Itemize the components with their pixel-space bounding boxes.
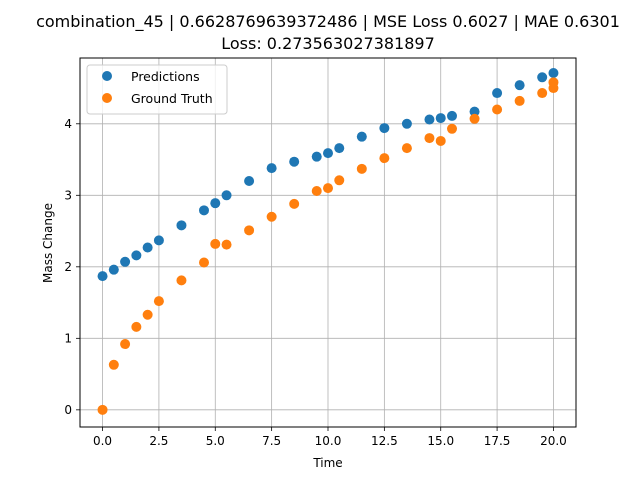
ground-truth-point [401, 143, 412, 154]
predictions-point [334, 143, 345, 154]
ground-truth-point [221, 239, 232, 250]
ground-truth-point [142, 309, 153, 320]
ground-truth-point [334, 175, 345, 186]
axes-frame [79, 57, 577, 428]
ground-truth-point [97, 404, 108, 415]
predictions-point [514, 80, 525, 91]
legend: Predictions Ground Truth [86, 64, 228, 115]
predictions-point [379, 123, 390, 134]
predictions-point [311, 151, 322, 162]
data-points [97, 68, 559, 415]
x-tick-label: 10.0 [315, 434, 342, 448]
predictions-point [108, 264, 119, 275]
ground-truth-point [514, 95, 525, 106]
x-tick-label: 0.0 [93, 434, 112, 448]
predictions-point [131, 250, 142, 261]
y-ticks: 0 1 2 3 4 [64, 117, 80, 417]
legend-marker-predictions [102, 71, 112, 81]
y-tick-label: 2 [64, 260, 72, 274]
predictions-point [142, 242, 153, 253]
predictions-point [548, 68, 559, 79]
predictions-point [401, 118, 412, 129]
ground-truth-point [379, 153, 390, 164]
ground-truth-point [210, 238, 221, 249]
predictions-point [120, 256, 131, 267]
ground-truth-point [131, 321, 142, 332]
ground-truth-point [435, 135, 446, 146]
x-axis-label: Time [312, 456, 342, 470]
ground-truth-point [108, 359, 119, 370]
x-tick-label: 17.5 [484, 434, 511, 448]
chart-title-line-2: Loss: 0.273563027381897 [221, 34, 435, 53]
chart-title-line-1: combination_45 | 0.6628769639372486 | MS… [36, 12, 620, 32]
y-tick-label: 3 [64, 188, 72, 202]
ground-truth-point [266, 211, 277, 222]
ground-truth-point [492, 104, 503, 115]
predictions-point [176, 220, 187, 231]
predictions-point [492, 88, 503, 99]
y-axis-label: Mass Change [41, 203, 55, 283]
ground-truth-point [199, 257, 209, 268]
ground-truth-point [469, 113, 480, 124]
predictions-point [469, 106, 480, 117]
ground-truth-point [120, 339, 131, 350]
x-ticks: 0.0 2.5 5.0 7.5 10.0 12.5 15.0 17.5 20.0 [93, 427, 567, 448]
predictions-point [435, 113, 446, 124]
x-tick-label: 7.5 [262, 434, 281, 448]
ground-truth-point [447, 123, 457, 134]
predictions-point [244, 176, 255, 186]
y-tick-label: 1 [64, 331, 72, 345]
y-tick-label: 4 [64, 117, 72, 131]
predictions-point [356, 131, 367, 142]
ground-truth-point [176, 275, 187, 286]
ground-truth-point [244, 225, 255, 236]
x-tick-label: 15.0 [427, 434, 454, 448]
predictions-point [447, 110, 457, 121]
x-tick-label: 5.0 [206, 434, 225, 448]
legend-marker-ground-truth [102, 93, 112, 103]
x-tick-label: 2.5 [149, 434, 168, 448]
ground-truth-point [289, 198, 300, 209]
ground-truth-point [548, 77, 559, 88]
legend-box [86, 64, 228, 115]
ground-truth-point [311, 186, 322, 197]
ground-truth-point [323, 183, 333, 194]
x-tick-label: 20.0 [540, 434, 567, 448]
predictions-point [323, 148, 333, 159]
y-tick-label: 0 [64, 403, 72, 417]
ground-truth-point [537, 88, 548, 99]
legend-label-predictions: Predictions [131, 69, 200, 84]
predictions-point [210, 198, 221, 209]
legend-label-ground-truth: Ground Truth [131, 91, 213, 106]
predictions-point [153, 235, 164, 246]
predictions-point [289, 156, 300, 167]
predictions-point [424, 114, 435, 125]
predictions-point [199, 205, 209, 216]
ground-truth-point [424, 133, 435, 144]
predictions-point [221, 190, 232, 201]
predictions-point [97, 271, 108, 282]
predictions-point [537, 72, 548, 83]
ground-truth-point [153, 296, 164, 307]
ground-truth-point [356, 163, 367, 174]
x-tick-label: 12.5 [371, 434, 398, 448]
predictions-point [266, 163, 277, 174]
